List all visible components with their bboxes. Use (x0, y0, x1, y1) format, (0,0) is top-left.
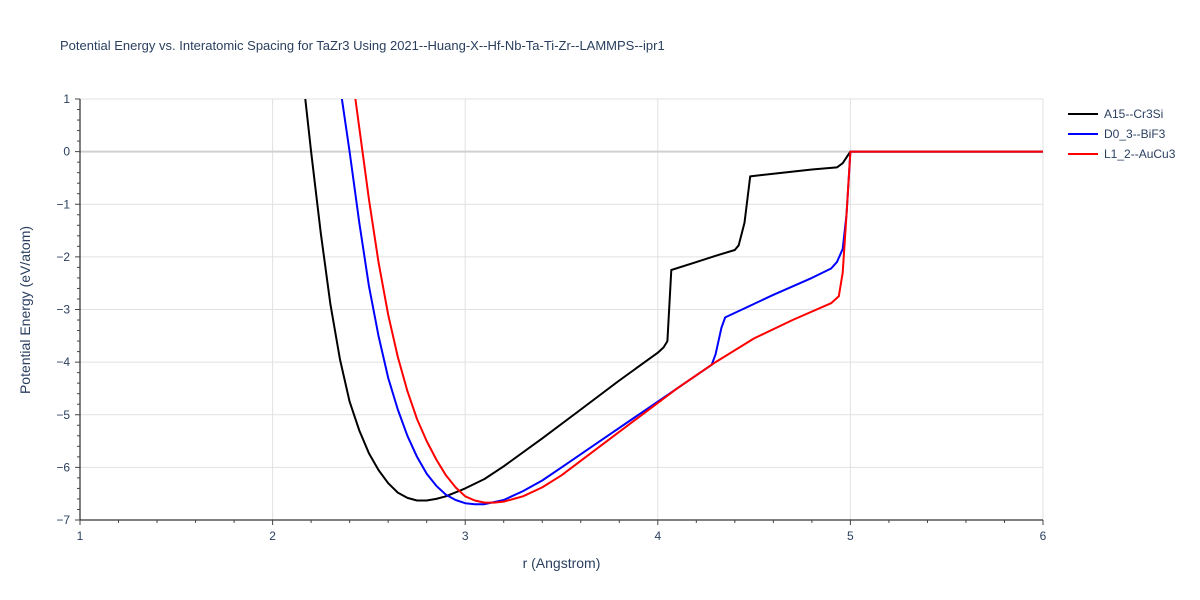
grid (80, 98, 1044, 520)
legend: A15--Cr3Si D0_3--BiF3 L1_2--AuCu3 (1068, 107, 1176, 161)
legend-label: L1_2--AuCu3 (1104, 147, 1176, 161)
y-tick-label: −3 (56, 303, 70, 317)
x-axis-title: r (Angstrom) (523, 555, 601, 571)
y-axis-title: Potential Energy (eV/atom) (17, 226, 33, 394)
series-line-3 (354, 99, 1043, 504)
x-tick-label: 6 (1040, 529, 1047, 543)
x-tick-label: 5 (847, 529, 854, 543)
x-tick-label: 1 (77, 529, 84, 543)
y-tick-label: −6 (56, 460, 70, 474)
plot-area (304, 99, 1043, 506)
x-tick-label: 4 (654, 529, 661, 543)
legend-label: A15--Cr3Si (1104, 107, 1163, 121)
y-tick-label: −5 (56, 408, 70, 422)
chart-title: Potential Energy vs. Interatomic Spacing… (60, 38, 665, 53)
series-line-2 (340, 99, 1043, 506)
legend-label: D0_3--BiF3 (1104, 127, 1166, 141)
y-tick-label: 0 (63, 145, 70, 159)
axes: 1 2 3 4 5 6 1 0 −1 −2 −3 −4 −5 −6 −7 (56, 92, 1046, 543)
x-tick-label: 2 (269, 529, 276, 543)
legend-item[interactable]: A15--Cr3Si (1068, 107, 1163, 121)
y-tick-label: −4 (56, 355, 70, 369)
y-tick-label: −7 (56, 513, 70, 527)
legend-item[interactable]: D0_3--BiF3 (1068, 127, 1166, 141)
series-line-1 (304, 99, 1043, 502)
y-tick-label: −2 (56, 250, 70, 264)
legend-item[interactable]: L1_2--AuCu3 (1068, 147, 1176, 161)
y-tick-label: 1 (63, 92, 70, 106)
y-tick-label: −1 (56, 197, 70, 211)
x-tick-label: 3 (462, 529, 469, 543)
